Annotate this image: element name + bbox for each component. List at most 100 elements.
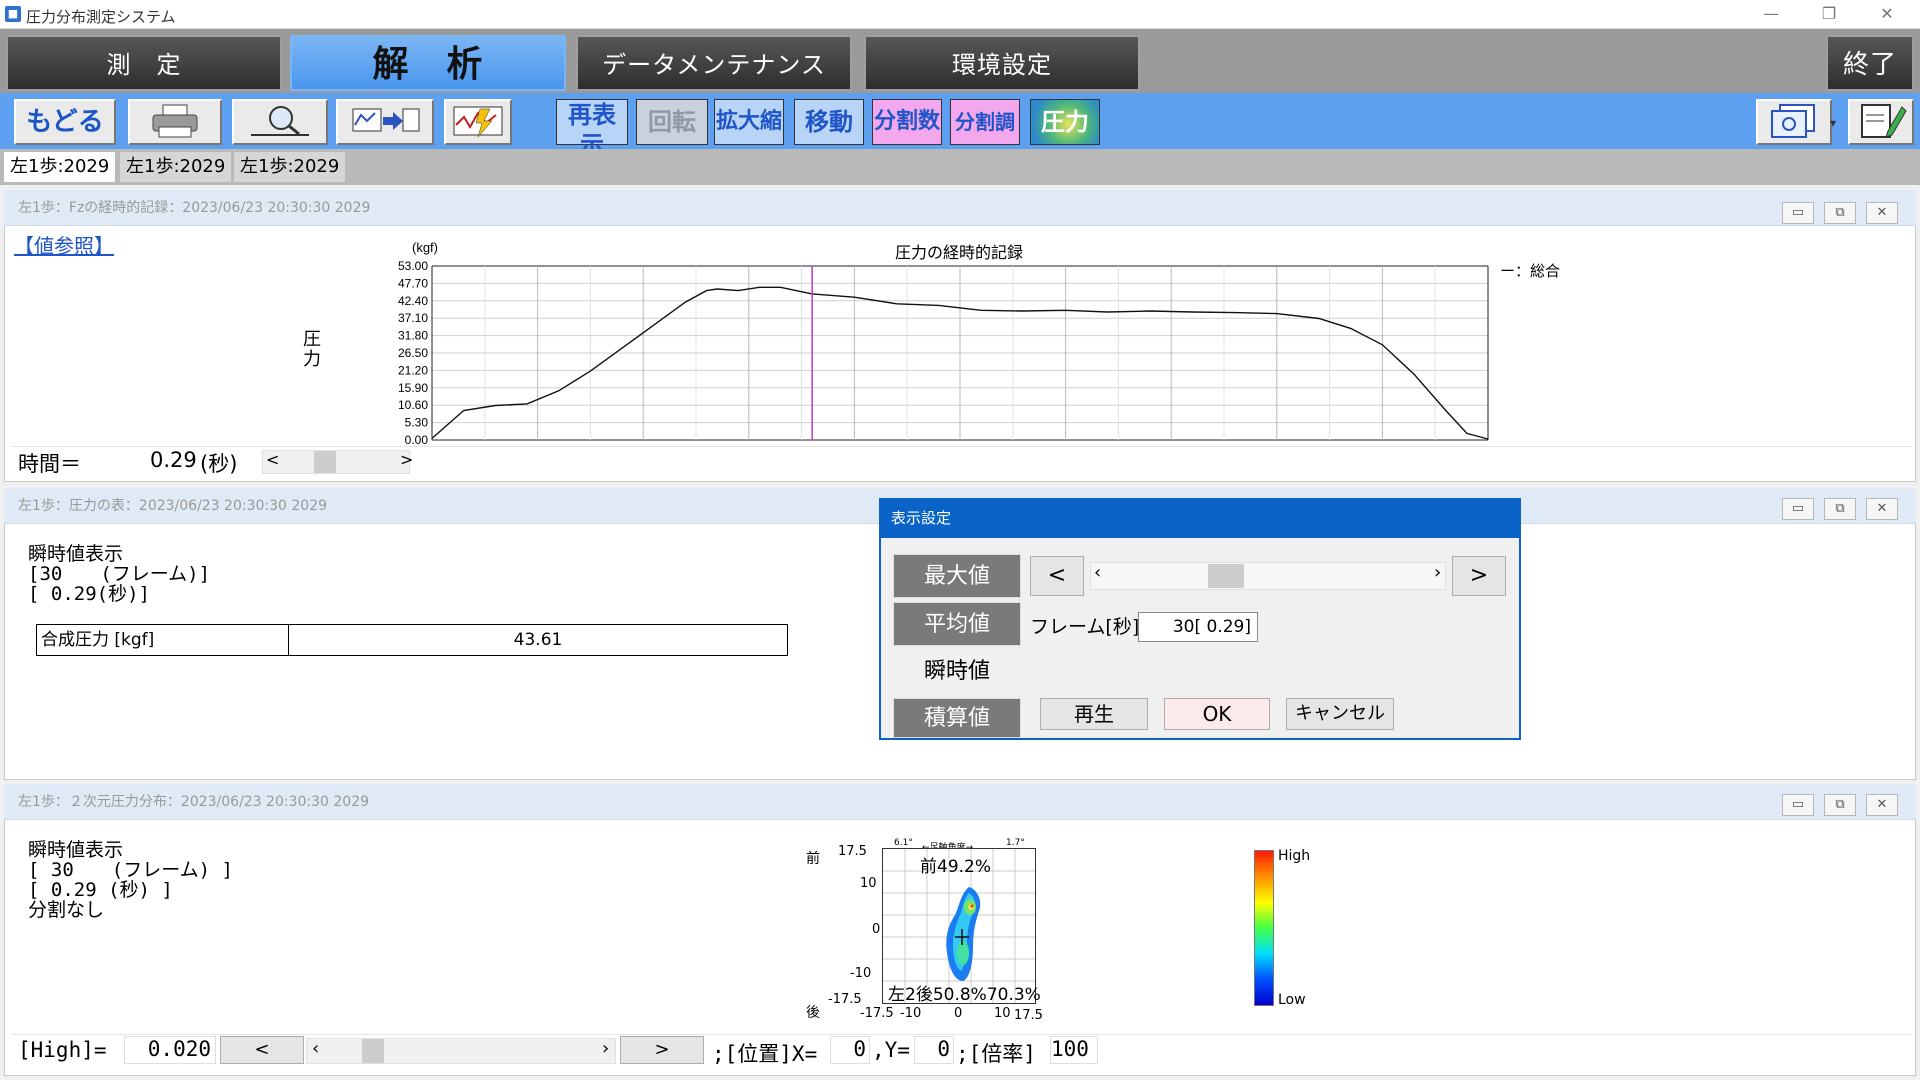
tab-measure[interactable]: 測 定 [6, 35, 282, 91]
high-value-field[interactable]: 0.020 [124, 1036, 216, 1064]
redraw-button[interactable]: 再表示 ◀ ▮▮ ▶ [556, 99, 628, 174]
waveform-icon [453, 106, 503, 138]
screenshot-button[interactable] [1756, 99, 1832, 145]
instant-info: 瞬時値表示 [30 (フレーム)] [ 0.29(秒)] [28, 544, 210, 604]
report-edit-button[interactable] [1848, 99, 1914, 145]
info-line: [ 0.29(秒)] [28, 583, 150, 605]
close-button[interactable]: ✕ [1880, 4, 1894, 23]
y-tick-label: 21.20 [398, 363, 428, 377]
panel-close-icon[interactable]: ✕ [1866, 498, 1898, 520]
panel-close-icon[interactable]: ✕ [1866, 794, 1898, 816]
info-line: 分割なし [28, 899, 105, 921]
panel-minimize-icon[interactable]: ▭ [1782, 794, 1814, 816]
table-label: 合成圧力 [kgf] [37, 625, 289, 655]
time-unit: (秒) [200, 452, 238, 476]
high-decrease-button[interactable]: < [220, 1036, 304, 1064]
high-scroll-thumb[interactable] [362, 1039, 384, 1063]
accumulated-value-option[interactable]: 積算値 [893, 698, 1021, 738]
time-value: 0.29 [150, 448, 197, 472]
print-button[interactable] [128, 99, 222, 145]
back-button[interactable]: もどる [14, 99, 116, 145]
scroll-right-icon[interactable]: › [1434, 562, 1442, 583]
division-adjust-button[interactable]: 分割調整 [950, 99, 1020, 178]
scroll-left-icon[interactable]: ‹ [1094, 562, 1102, 583]
instant-value-option[interactable]: 瞬時値 [923, 659, 990, 684]
x-tick: 17.5 [1014, 1008, 1043, 1023]
panel-minimize-icon[interactable]: ▭ [1782, 498, 1814, 520]
y-tick: 17.5 [838, 844, 867, 859]
value-reference-link[interactable]: 【値参照】 [14, 234, 114, 258]
tab-data-maintenance[interactable]: データメンテナンス [576, 35, 852, 91]
frame-value-field[interactable]: 30[ 0.29] [1138, 612, 1258, 642]
average-value-option[interactable]: 平均値 [893, 602, 1021, 646]
position-x-field[interactable]: 0 [830, 1036, 870, 1064]
info-line: 瞬時値表示 [28, 543, 124, 565]
magnification-field[interactable]: 100 [1050, 1036, 1098, 1064]
y-tick-label: 26.50 [398, 346, 428, 360]
tab-settings[interactable]: 環境設定 [864, 35, 1140, 91]
subtab-3[interactable]: 左1歩:2029 [234, 152, 346, 182]
frame-scroll-thumb[interactable] [1208, 564, 1244, 588]
rotate-label: 回転 [648, 108, 696, 136]
frame-prev-button[interactable]: < [1030, 556, 1084, 596]
info-line: [ 30 (フレーム) ] [28, 859, 233, 881]
y-tick-label: 47.70 [398, 276, 428, 290]
x-tick: -17.5 [860, 1006, 894, 1021]
scroll-right-icon[interactable]: > [400, 450, 414, 469]
cancel-button[interactable]: キャンセル [1286, 698, 1394, 730]
exit-button[interactable]: 終了 [1826, 35, 1914, 91]
position-y-field[interactable]: 0 [914, 1036, 954, 1064]
y-tick-label: 42.40 [398, 294, 428, 308]
pressure-button[interactable]: 圧力 [1030, 99, 1100, 145]
x-tick: -10 [900, 1006, 922, 1021]
ok-button[interactable]: OK [1164, 698, 1270, 730]
high-scrollbar[interactable] [306, 1038, 616, 1064]
rotate-button[interactable]: 回転 [636, 99, 708, 145]
frame-label: フレーム[秒] [1030, 616, 1140, 638]
y-tick: 0 [872, 922, 881, 937]
window-title: 圧力分布測定システム [26, 8, 176, 26]
panel-maximize-icon[interactable]: ⧉ [1824, 794, 1856, 816]
high-increase-button[interactable]: > [620, 1036, 704, 1064]
y-tick-label: 10.60 [398, 398, 428, 412]
zoom-button[interactable]: 拡大縮小 [714, 99, 784, 178]
restore-button[interactable]: ❐ [1821, 4, 1837, 23]
pressure-label: 圧力 [1041, 108, 1089, 136]
divisions-button[interactable]: 分割数 [872, 99, 942, 145]
time-scroll-thumb[interactable] [314, 451, 336, 473]
tab-analysis[interactable]: 解 析 [290, 35, 566, 91]
panel-close-icon[interactable]: ✕ [1866, 202, 1898, 224]
frame-next-button[interactable]: > [1452, 556, 1506, 596]
legend-low: Low [1278, 992, 1306, 1008]
export-button[interactable] [336, 99, 434, 145]
magnifier-icon [251, 106, 309, 136]
preview-button[interactable] [232, 99, 328, 145]
scroll-left-icon[interactable]: ‹ [312, 1038, 320, 1059]
panel-maximize-icon[interactable]: ⧉ [1824, 498, 1856, 520]
panel-minimize-icon[interactable]: ▭ [1782, 202, 1814, 224]
y-axis-unit: (kgf) [412, 240, 438, 255]
x-tick: 10 [994, 1006, 1011, 1021]
y-tick-label: 37.10 [398, 311, 428, 325]
waveform-button[interactable] [444, 99, 512, 145]
move-button[interactable]: 移動 [794, 99, 864, 145]
legend-label: ー：総合 [1500, 263, 1560, 280]
play-button[interactable]: 再生 [1040, 698, 1148, 730]
subtab-2[interactable]: 左1歩:2029 [120, 152, 232, 182]
scroll-left-icon[interactable]: < [266, 450, 280, 469]
front-label: 前 [806, 851, 820, 867]
scroll-right-icon[interactable]: › [602, 1038, 610, 1059]
chevron-down-icon[interactable]: ▾ [1830, 116, 1837, 130]
position-y-label: ,Y= [872, 1038, 910, 1062]
minimize-button[interactable]: — [1763, 4, 1779, 23]
pressure-map[interactable] [882, 848, 1036, 1004]
subtab-1[interactable]: 左1歩:2029 [4, 152, 116, 182]
time-scrollbar[interactable] [262, 450, 410, 474]
max-value-option[interactable]: 最大値 [893, 554, 1021, 598]
export-graph-icon [352, 108, 420, 132]
panel-maximize-icon[interactable]: ⧉ [1824, 202, 1856, 224]
y-tick: -17.5 [828, 992, 862, 1007]
frame-scrollbar[interactable] [1090, 562, 1446, 590]
front-percentage: 前49.2% [920, 857, 992, 877]
back-percentage: 左2後50.8%70.3% [888, 985, 1041, 1005]
